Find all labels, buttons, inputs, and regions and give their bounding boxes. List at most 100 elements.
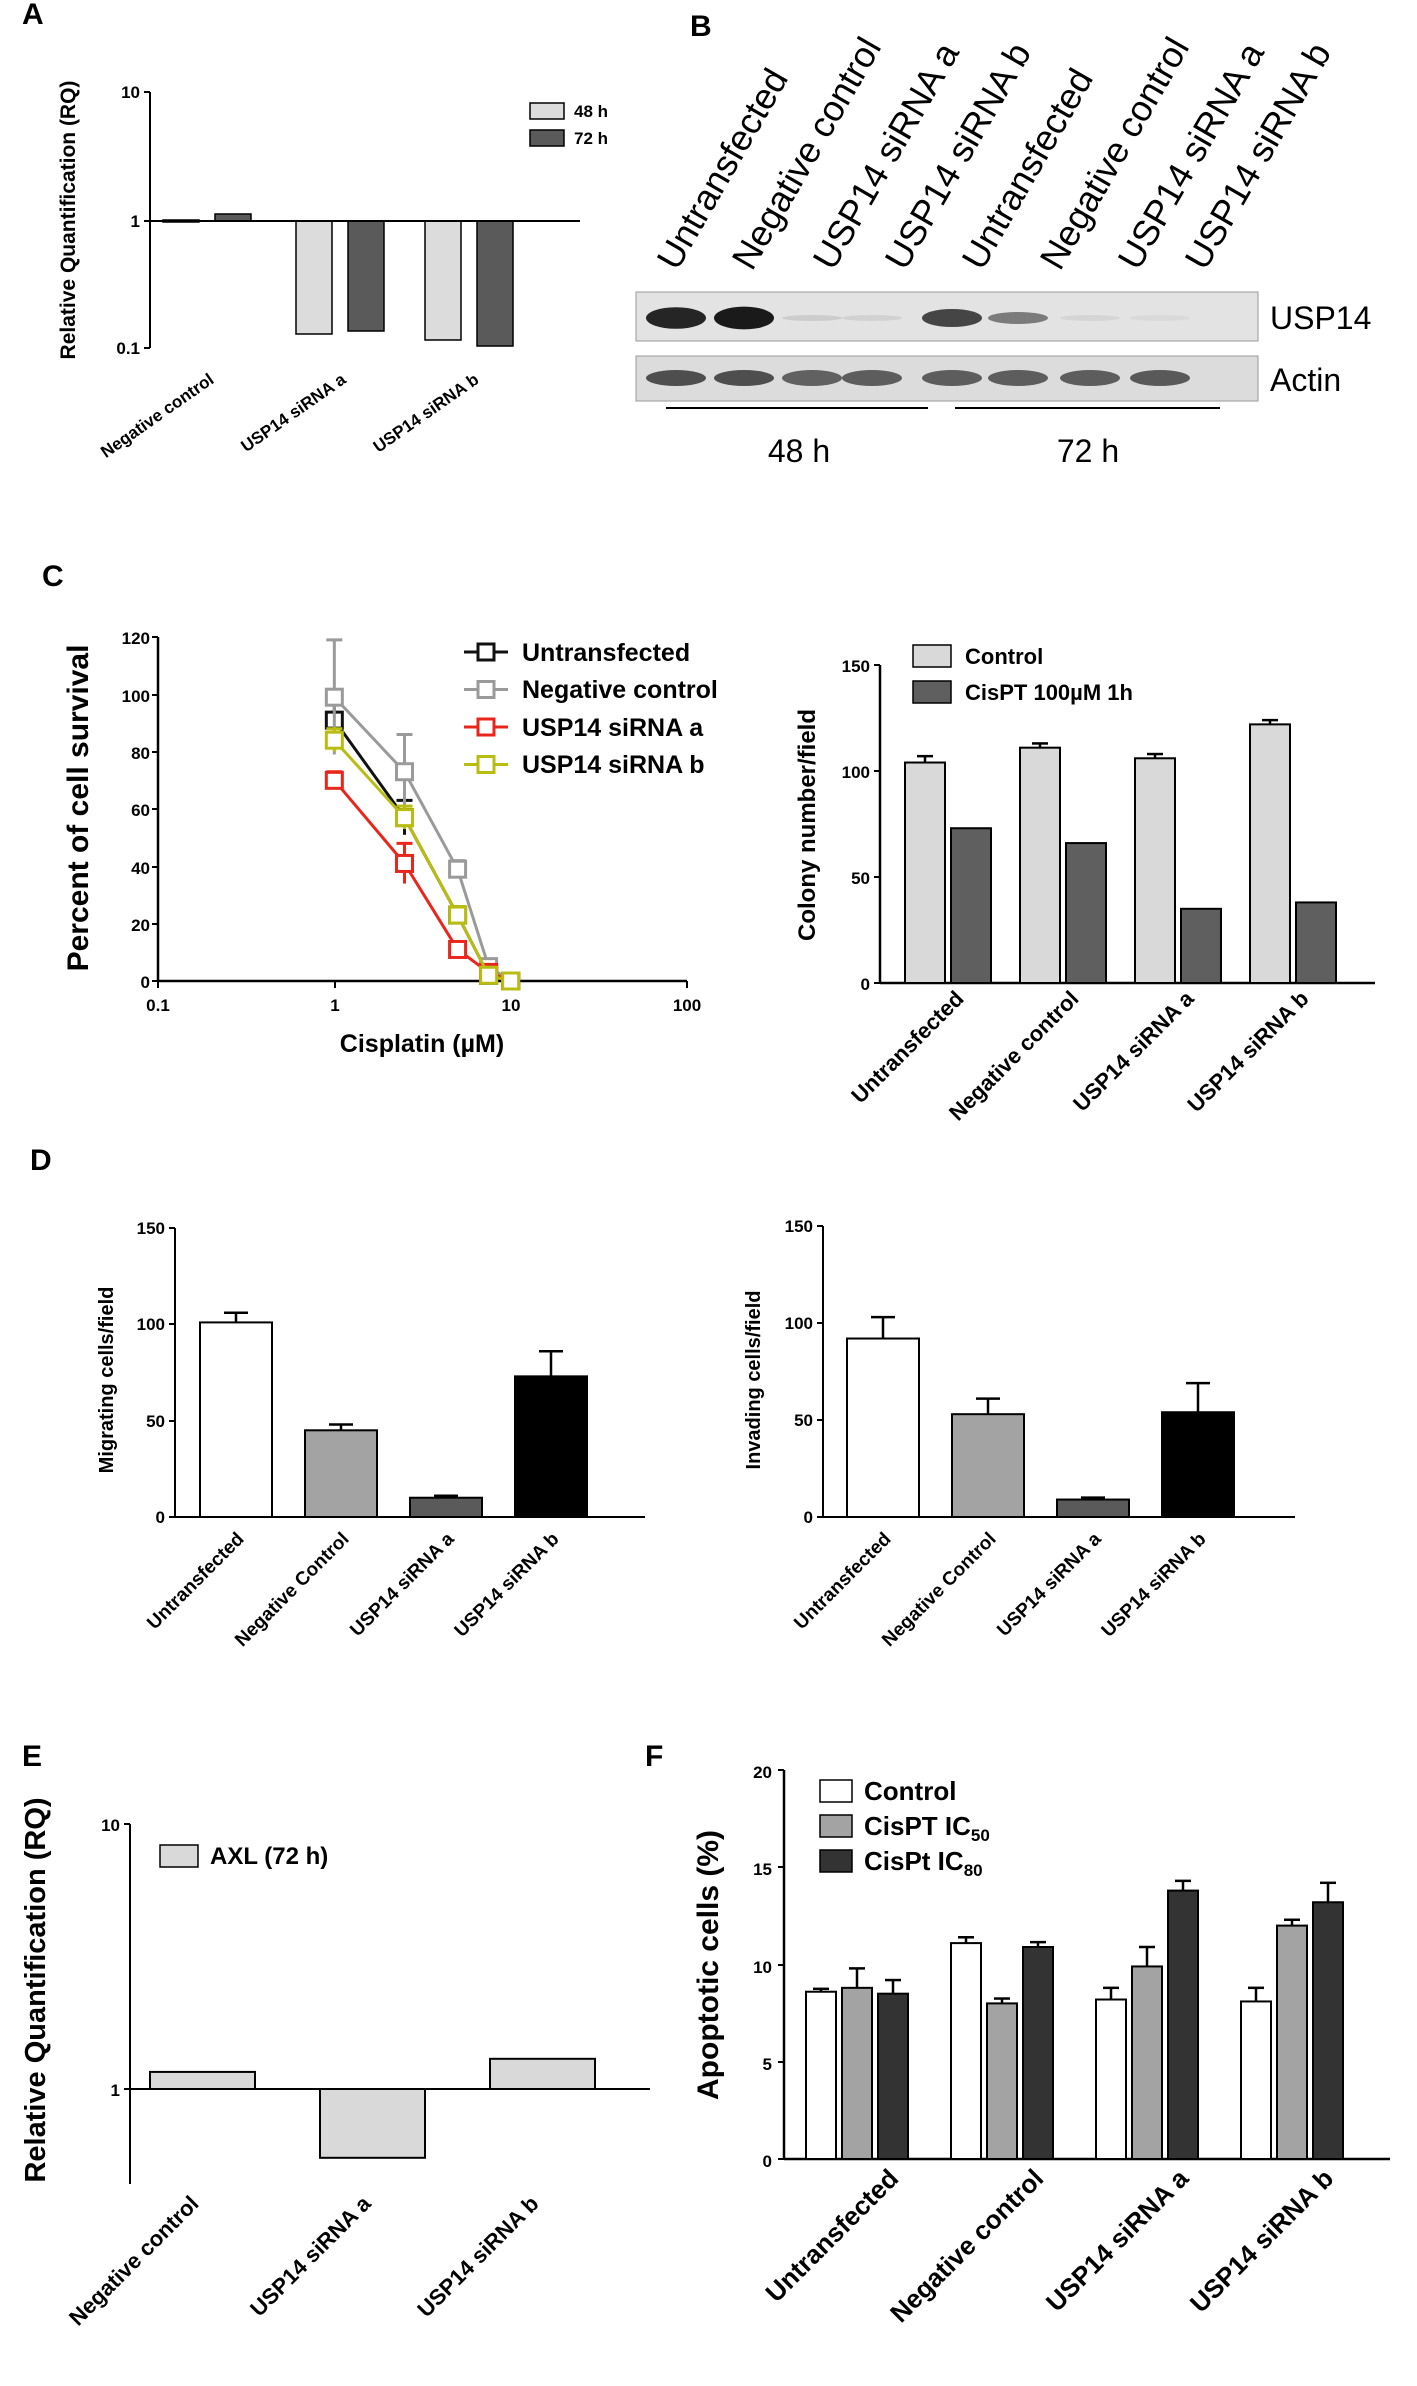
panel-d1-ytick-150: 150	[137, 1219, 165, 1238]
panel-c1-ytick-60: 60	[131, 801, 150, 820]
blot-band-usp14-lane-2	[782, 315, 842, 321]
c2-legend-swatch-0	[912, 644, 952, 668]
d2-xtick-3: USP14 siRNA b	[1098, 1529, 1211, 1642]
c1-point-3-1	[395, 808, 415, 828]
panel-b-western-blot: Untransfected Negative control USP14 siR…	[635, 30, 1371, 469]
blot-group-72h: 72 h	[1057, 433, 1119, 469]
d1-xtick-1: Negative Control	[231, 1529, 353, 1651]
panel-c2-ytick-150: 150	[842, 657, 870, 676]
d2-bar-2	[1056, 1498, 1130, 1519]
panel-d2-ytick-150: 150	[785, 1217, 813, 1236]
c1-point-3-4	[501, 971, 521, 991]
panel-c2-ytick-50: 50	[851, 869, 870, 888]
panel-d1-ytick-50: 50	[146, 1412, 165, 1431]
e-xtick-0: Negative control	[64, 2191, 204, 2331]
f-legend-swatch-0	[819, 1779, 853, 1803]
panel-f-ytick-15: 15	[753, 1860, 772, 1879]
f-bar-2-1	[1131, 1965, 1163, 2160]
panel-c2-chart: 0 50 100 150 Colony number/field Control…	[794, 644, 1375, 1125]
c1-legend-marker-3	[476, 755, 496, 774]
a-bar-1-1	[347, 220, 385, 332]
c1-point-3-2	[448, 905, 468, 925]
f-bar-2-0	[1095, 1998, 1127, 2161]
d1-xtick-3: USP14 siRNA b	[451, 1529, 564, 1642]
c2-bar-3-1	[1295, 901, 1337, 984]
panel-a-xtick-2: USP14 siRNA b	[370, 370, 483, 457]
panel-f-ylabel: Apoptotic cells (%)	[692, 1830, 725, 2100]
d2-xtick-0: Untransfected	[790, 1529, 895, 1634]
f-bar-0-2	[877, 1992, 909, 2161]
f-xtick-2: USP14 siRNA a	[1040, 2163, 1195, 2318]
c1-legend-label-2: USP14 siRNA a	[522, 714, 704, 742]
f-legend-label-1-main: CisPT IC	[864, 1811, 971, 1841]
f-bar-0-1	[841, 1986, 873, 2160]
c2-xtick-3: USP14 siRNA b	[1182, 986, 1313, 1117]
panel-c1-xtick-0.1: 0.1	[146, 996, 170, 1015]
c1-line-1	[333, 696, 512, 983]
blot-band-usp14-lane-1	[714, 306, 774, 330]
d2-xtick-2: USP14 siRNA a	[993, 1528, 1105, 1640]
panel-a-legend-swatch-48h	[529, 102, 565, 120]
blot-band-actin-lane-5	[988, 370, 1048, 386]
c2-bar-1-1	[1065, 842, 1107, 985]
panel-c1-chart: 0 20 40 60 80 100 120 0.1 1 10 100 Cispl…	[62, 629, 718, 1058]
panel-f-ytick-5: 5	[763, 2055, 772, 2074]
panel-c1-xlabel: Cisplatin (µM)	[340, 1030, 504, 1058]
panel-c1-xtick-1: 1	[330, 996, 339, 1015]
a-bar-2-1	[476, 220, 514, 347]
e-legend-label: AXL (72 h)	[210, 1843, 328, 1870]
panel-d1-chart: 0 50 100 150 Migrating cells/field Untra…	[96, 1219, 645, 1651]
f-legend-swatch-1	[819, 1814, 853, 1838]
panel-a-ytick-10: 10	[121, 83, 140, 102]
panel-c1-ylabel: Percent of cell survival	[62, 645, 95, 972]
c2-bar-2-0	[1134, 757, 1176, 985]
blot-band-usp14-lane-0	[646, 307, 706, 329]
blot-band-actin-lane-6	[1060, 370, 1120, 386]
c1-legend-label-1: Negative control	[522, 676, 718, 704]
panel-a-legend-72h: 72 h	[574, 129, 608, 148]
f-legend-swatch-2	[819, 1849, 853, 1873]
d2-bar-1	[951, 1413, 1025, 1519]
panel-c2-ytick-100: 100	[842, 763, 870, 782]
c2-legend-swatch-1	[912, 680, 952, 704]
f-legend-label-1: CisPT IC50	[864, 1811, 990, 1845]
panel-d1-ylabel: Migrating cells/field	[96, 1287, 118, 1474]
c2-bar-0-1	[950, 827, 992, 984]
c1-point-1-2	[448, 859, 468, 879]
panel-c1-ytick-0: 0	[141, 973, 150, 992]
f-legend-label-2: CisPt IC80	[864, 1846, 983, 1880]
d1-bar-2	[409, 1496, 483, 1518]
panel-f-ytick-20: 20	[753, 1763, 772, 1782]
f-bar-1-2	[1022, 1945, 1054, 2160]
f-legend-label-2-main: CisPt IC	[864, 1846, 964, 1876]
e-bar-0	[149, 2070, 256, 2091]
panel-d2-chart: 0 50 100 150 Invading cells/field Untran…	[743, 1217, 1295, 1651]
blot-band-usp14-lane-6	[1060, 315, 1120, 321]
panel-d2-ytick-50: 50	[794, 1411, 813, 1430]
c2-legend-label-0: Control	[965, 644, 1043, 669]
c1-point-1-1	[395, 762, 415, 782]
blot-band-usp14-lane-3	[842, 315, 902, 321]
c1-legend-label-0: Untransfected	[522, 639, 690, 667]
blot-band-actin-lane-0	[646, 370, 706, 386]
f-bar-0-0	[805, 1990, 837, 2160]
panel-label-e: E	[22, 1740, 42, 1773]
blot-band-usp14-lane-5	[988, 312, 1048, 324]
c1-point-3-0	[324, 730, 344, 750]
c2-legend-label-1: CisPT 100µM 1h	[965, 680, 1133, 705]
blot-band-usp14-lane-4	[922, 309, 982, 327]
f-xtick-1: Negative control	[884, 2163, 1049, 2328]
panel-e-ytick-10: 10	[101, 1816, 120, 1835]
panel-d2-ytick-0: 0	[804, 1508, 813, 1527]
panel-c2-ylabel: Colony number/field	[794, 709, 821, 941]
f-bar-2-2	[1167, 1889, 1199, 2160]
panel-c1-xtick-10: 10	[502, 996, 521, 1015]
f-legend-label-2-sub: 80	[964, 1861, 983, 1880]
panel-label-f: F	[645, 1740, 663, 1773]
c2-bar-3-0	[1249, 723, 1291, 984]
f-bar-1-0	[950, 1942, 982, 2160]
panel-label-b: B	[690, 10, 712, 43]
blot-band-actin: Actin	[1270, 362, 1341, 398]
f-bar-3-0	[1240, 2000, 1272, 2160]
c1-legend-marker-2	[476, 717, 496, 737]
